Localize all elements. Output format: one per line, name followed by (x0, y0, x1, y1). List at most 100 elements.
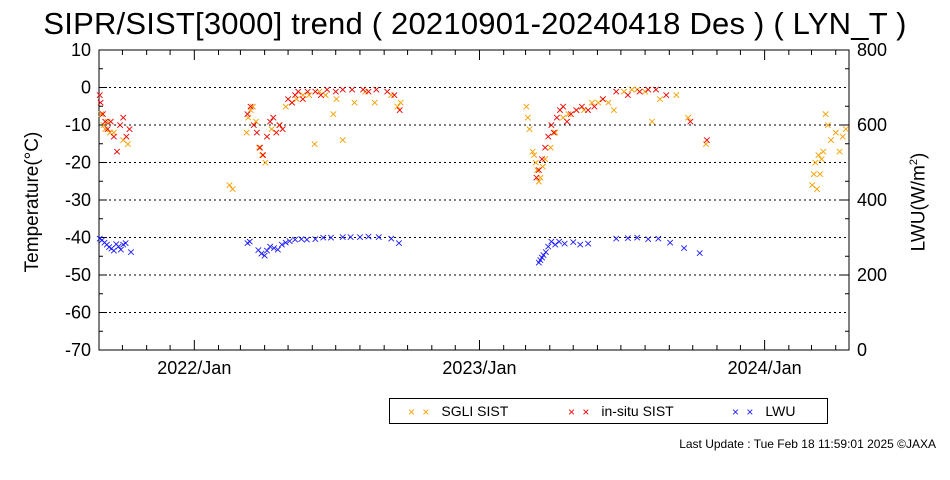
point-in-situ-sist: × (537, 152, 546, 165)
point-sgli-sist: × (251, 115, 260, 128)
y-axis-left-label: Temperature(°C) (22, 131, 43, 273)
point-lwu: × (109, 244, 118, 257)
point-in-situ-sist: × (316, 89, 325, 102)
point-sgli-sist: × (812, 182, 821, 195)
point-sgli-sist: × (826, 134, 835, 147)
point-in-situ-sist: × (290, 89, 299, 102)
point-sgli-sist: × (835, 145, 844, 158)
point-lwu: × (612, 232, 621, 245)
y-tick-label-right: 200 (857, 265, 887, 285)
point-sgli-sist: × (815, 167, 824, 180)
point-in-situ-sist: × (558, 100, 567, 113)
point-sgli-sist: × (528, 145, 537, 158)
point-in-situ-sist: × (644, 83, 653, 96)
point-lwu: × (555, 235, 564, 248)
legend-marker-lwu: × × (732, 405, 756, 419)
point-sgli-sist: × (267, 122, 276, 135)
point-lwu: × (281, 236, 290, 249)
point-in-situ-sist: × (101, 115, 110, 128)
legend-item-sgli: × × SGLI SIST (408, 403, 508, 419)
legend-marker-insitu: × × (568, 405, 592, 419)
point-lwu: × (260, 249, 269, 262)
point-in-situ-sist: × (372, 83, 381, 96)
point-sgli-sist: × (123, 137, 132, 150)
point-lwu: × (262, 244, 271, 257)
point-lwu: × (119, 238, 128, 251)
point-sgli-sist: × (633, 83, 642, 96)
point-in-situ-sist: × (287, 96, 296, 109)
point-sgli-sist: × (523, 111, 532, 124)
point-sgli-sist: × (101, 122, 110, 135)
y-tick-label-right: 400 (857, 190, 887, 210)
point-lwu: × (583, 237, 592, 250)
point-lwu: × (100, 236, 109, 249)
point-sgli-sist: × (315, 85, 324, 98)
point-in-situ-sist: × (252, 126, 261, 139)
point-sgli-sist: × (587, 96, 596, 109)
legend-label-lwu: LWU (765, 403, 796, 419)
point-lwu: × (112, 237, 121, 250)
point-lwu: × (536, 254, 545, 267)
point-sgli-sist: × (821, 107, 830, 120)
point-sgli-sist: × (533, 164, 542, 177)
point-lwu: × (364, 230, 373, 243)
point-lwu: × (346, 230, 355, 243)
point-sgli-sist: × (817, 152, 826, 165)
point-lwu: × (116, 243, 125, 256)
point-sgli-sist: × (546, 141, 555, 154)
point-in-situ-sist: × (635, 85, 644, 98)
point-sgli-sist: × (655, 92, 664, 105)
point-in-situ-sist: × (651, 83, 660, 96)
point-sgli-sist: × (564, 107, 573, 120)
point-sgli-sist: × (640, 85, 649, 98)
point-in-situ-sist: × (95, 89, 104, 102)
point-in-situ-sist: × (265, 115, 274, 128)
point-sgli-sist: × (287, 96, 296, 109)
point-in-situ-sist: × (338, 83, 347, 96)
point-in-situ-sist: × (552, 111, 561, 124)
point-in-situ-sist: × (577, 100, 586, 113)
point-sgli-sist: × (604, 96, 613, 109)
point-in-situ-sist: × (540, 141, 549, 154)
point-in-situ-sist: × (662, 89, 671, 102)
point-sgli-sist: × (831, 126, 840, 139)
point-lwu: × (534, 256, 543, 269)
point-lwu: × (273, 243, 282, 256)
point-sgli-sist: × (298, 89, 307, 102)
point-lwu: × (105, 240, 114, 253)
point-lwu: × (326, 231, 335, 244)
legend-label-insitu: in-situ SIST (601, 403, 674, 419)
point-in-situ-sist: × (255, 141, 264, 154)
point-lwu: × (302, 233, 311, 246)
point-sgli-sist: × (530, 149, 539, 162)
point-lwu: × (547, 235, 556, 248)
point-sgli-sist: × (525, 122, 534, 135)
point-in-situ-sist: × (547, 119, 556, 132)
point-in-situ-sist: × (383, 85, 392, 98)
point-in-situ-sist: × (686, 115, 695, 128)
point-lwu: × (695, 246, 704, 259)
point-in-situ-sist: × (331, 85, 340, 98)
point-in-situ-sist: × (125, 122, 134, 135)
y-axis-right-label-text: LWU(W/m (908, 165, 930, 252)
point-in-situ-sist: × (96, 96, 105, 109)
point-in-situ-sist: × (544, 130, 553, 143)
point-in-situ-sist: × (98, 107, 107, 120)
point-in-situ-sist: × (590, 100, 599, 113)
point-in-situ-sist: × (272, 126, 281, 139)
point-sgli-sist: × (387, 89, 396, 102)
point-lwu: × (654, 232, 663, 245)
point-lwu: × (107, 242, 116, 255)
y-tick-label-left: 0 (81, 78, 91, 98)
y-axis-right-label: LWU(W/m2) (908, 122, 930, 282)
point-sgli-sist: × (228, 182, 237, 195)
point-in-situ-sist: × (303, 85, 312, 98)
point-in-situ-sist: × (702, 134, 711, 147)
point-sgli-sist: × (258, 149, 267, 162)
point-sgli-sist: × (242, 126, 251, 139)
point-sgli-sist: × (627, 83, 636, 96)
point-sgli-sist: × (103, 115, 112, 128)
point-sgli-sist: × (823, 119, 832, 132)
point-sgli-sist: × (551, 126, 560, 139)
